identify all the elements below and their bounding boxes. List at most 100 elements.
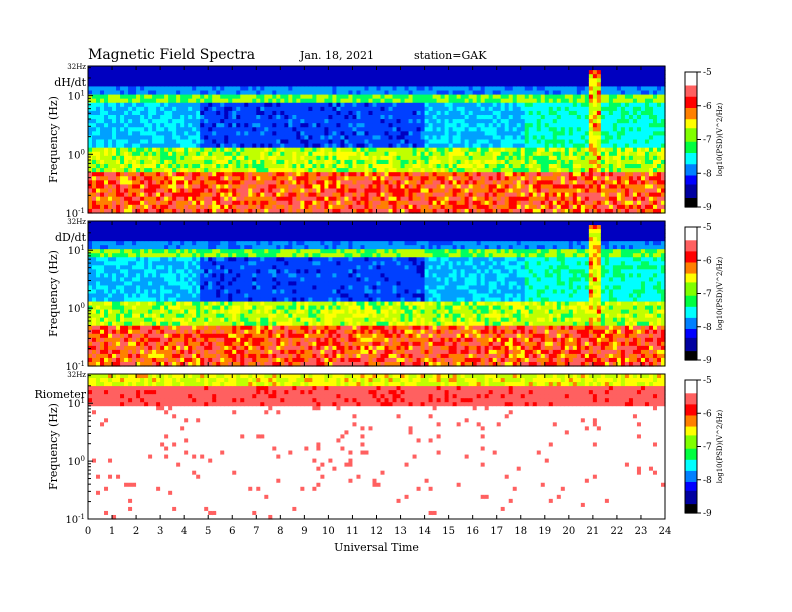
- colorbar-cell: [685, 430, 697, 434]
- colorbar-cell: [685, 455, 697, 459]
- xtick-label: 5: [205, 526, 211, 537]
- colorbar-cell: [685, 353, 697, 357]
- colorbar-cell: [685, 444, 697, 448]
- ytick-label: 101: [68, 397, 85, 410]
- colorbar-cell: [685, 406, 697, 410]
- colorbar-cell: [685, 475, 697, 479]
- spectrogram-panel-3: [88, 374, 666, 520]
- colorbar-cell: [685, 300, 697, 303]
- colorbar-tick-label: -9: [703, 203, 712, 213]
- colorbar-cell: [685, 231, 697, 235]
- ytick-label: 100: [68, 148, 85, 161]
- colorbar-tick-label: -7: [703, 290, 712, 300]
- colorbar-cell: [685, 96, 697, 100]
- colorbar-cell: [685, 83, 697, 87]
- colorbar-cell: [685, 386, 697, 390]
- colorbar-cell: [685, 184, 697, 188]
- colorbar-cell: [685, 459, 697, 463]
- colorbar-cell: [685, 280, 697, 284]
- colorbar-cell: [685, 233, 697, 237]
- colorbar-cell: [685, 114, 697, 118]
- colorbar-cell: [685, 282, 697, 286]
- ytick-label: 101: [68, 90, 85, 103]
- top-freq-label: 32Hz: [67, 371, 86, 379]
- colorbar-cell: [685, 486, 697, 490]
- xtick-label: 0: [85, 526, 91, 537]
- xtick-label: 8: [277, 526, 283, 537]
- colorbar-tick-label: -5: [703, 223, 712, 233]
- panel-label: dH/dt: [54, 76, 86, 89]
- colorbar-cell: [685, 286, 697, 290]
- colorbar-cell: [685, 495, 697, 499]
- colorbar-cell: [685, 76, 697, 80]
- colorbar-tick-label: -5: [703, 376, 712, 386]
- colorbar-cell: [685, 186, 697, 190]
- colorbar-cell: [685, 146, 697, 150]
- colorbar-label: log10(PSD)(V^2/Hz): [716, 103, 724, 177]
- colorbar-cell: [685, 130, 697, 134]
- colorbar-cell: [685, 246, 697, 250]
- colorbar-cell: [685, 297, 697, 301]
- colorbar-cell: [685, 94, 697, 98]
- colorbar-cell: [685, 260, 697, 264]
- colorbar-cell: [685, 137, 697, 141]
- colorbar-cell: [685, 155, 697, 159]
- xtick-label: 17: [490, 526, 503, 537]
- colorbar-cell: [685, 195, 697, 199]
- colorbar-cell: [685, 313, 697, 317]
- top-freq-label: 32Hz: [67, 218, 86, 226]
- colorbar-cell: [685, 433, 697, 437]
- colorbar-cell: [685, 391, 697, 394]
- colorbar-cell: [685, 470, 697, 474]
- colorbar-cell: [685, 112, 697, 116]
- colorbar-cell: [685, 397, 697, 401]
- colorbar-cell: [685, 306, 697, 310]
- colorbar-cell: [685, 464, 697, 468]
- colorbar-cell: [685, 453, 697, 456]
- colorbar-cell: [685, 351, 697, 354]
- colorbar-cell: [685, 289, 697, 292]
- colorbar-cell: [685, 141, 697, 145]
- colorbar-cell: [685, 357, 697, 361]
- colorbar-cell: [685, 333, 697, 337]
- panel-label: dD/dt: [55, 231, 87, 244]
- colorbar-cell: [685, 240, 697, 244]
- colorbar-cell: [685, 473, 697, 476]
- colorbar-cell: [685, 493, 697, 496]
- colorbar-cell: [685, 162, 697, 165]
- colorbar-cell: [685, 258, 697, 261]
- y-axis-label: Frequency (Hz): [47, 96, 60, 183]
- colorbar-label: log10(PSD)(V^2/Hz): [716, 257, 724, 331]
- colorbar-tick-label: -7: [703, 136, 712, 146]
- colorbar-cell: [685, 110, 697, 114]
- colorbar-cell: [685, 415, 697, 419]
- colorbar-cell: [685, 304, 697, 308]
- spectrogram-panel-2: [88, 221, 666, 367]
- colorbar-cell: [685, 135, 697, 138]
- colorbar-cell: [685, 382, 697, 386]
- colorbar-cell: [685, 249, 697, 252]
- colorbar-cell: [685, 255, 697, 259]
- colorbar-cell: [685, 72, 697, 75]
- xtick-label: 24: [659, 526, 672, 537]
- colorbar-cell: [685, 92, 697, 96]
- colorbar-cell: [685, 148, 697, 152]
- colorbar-cell: [685, 81, 697, 84]
- colorbar-cell: [685, 173, 697, 177]
- colorbar-cell: [685, 404, 697, 408]
- colorbar-cell: [685, 419, 697, 423]
- colorbar-cell: [685, 157, 697, 161]
- station-label: station=GAK: [414, 49, 487, 62]
- colorbar-cell: [685, 481, 697, 485]
- colorbar-cell: [685, 229, 697, 233]
- colorbar-cell: [685, 128, 697, 132]
- colorbar-cell: [685, 417, 697, 421]
- colorbar-cell: [685, 504, 697, 507]
- colorbar-cell: [685, 408, 697, 412]
- colorbar-tick-label: -8: [703, 323, 712, 333]
- x-axis-label: Universal Time: [334, 541, 419, 554]
- figure-title: Magnetic Field Spectra: [88, 47, 256, 63]
- colorbar-cell: [685, 171, 697, 174]
